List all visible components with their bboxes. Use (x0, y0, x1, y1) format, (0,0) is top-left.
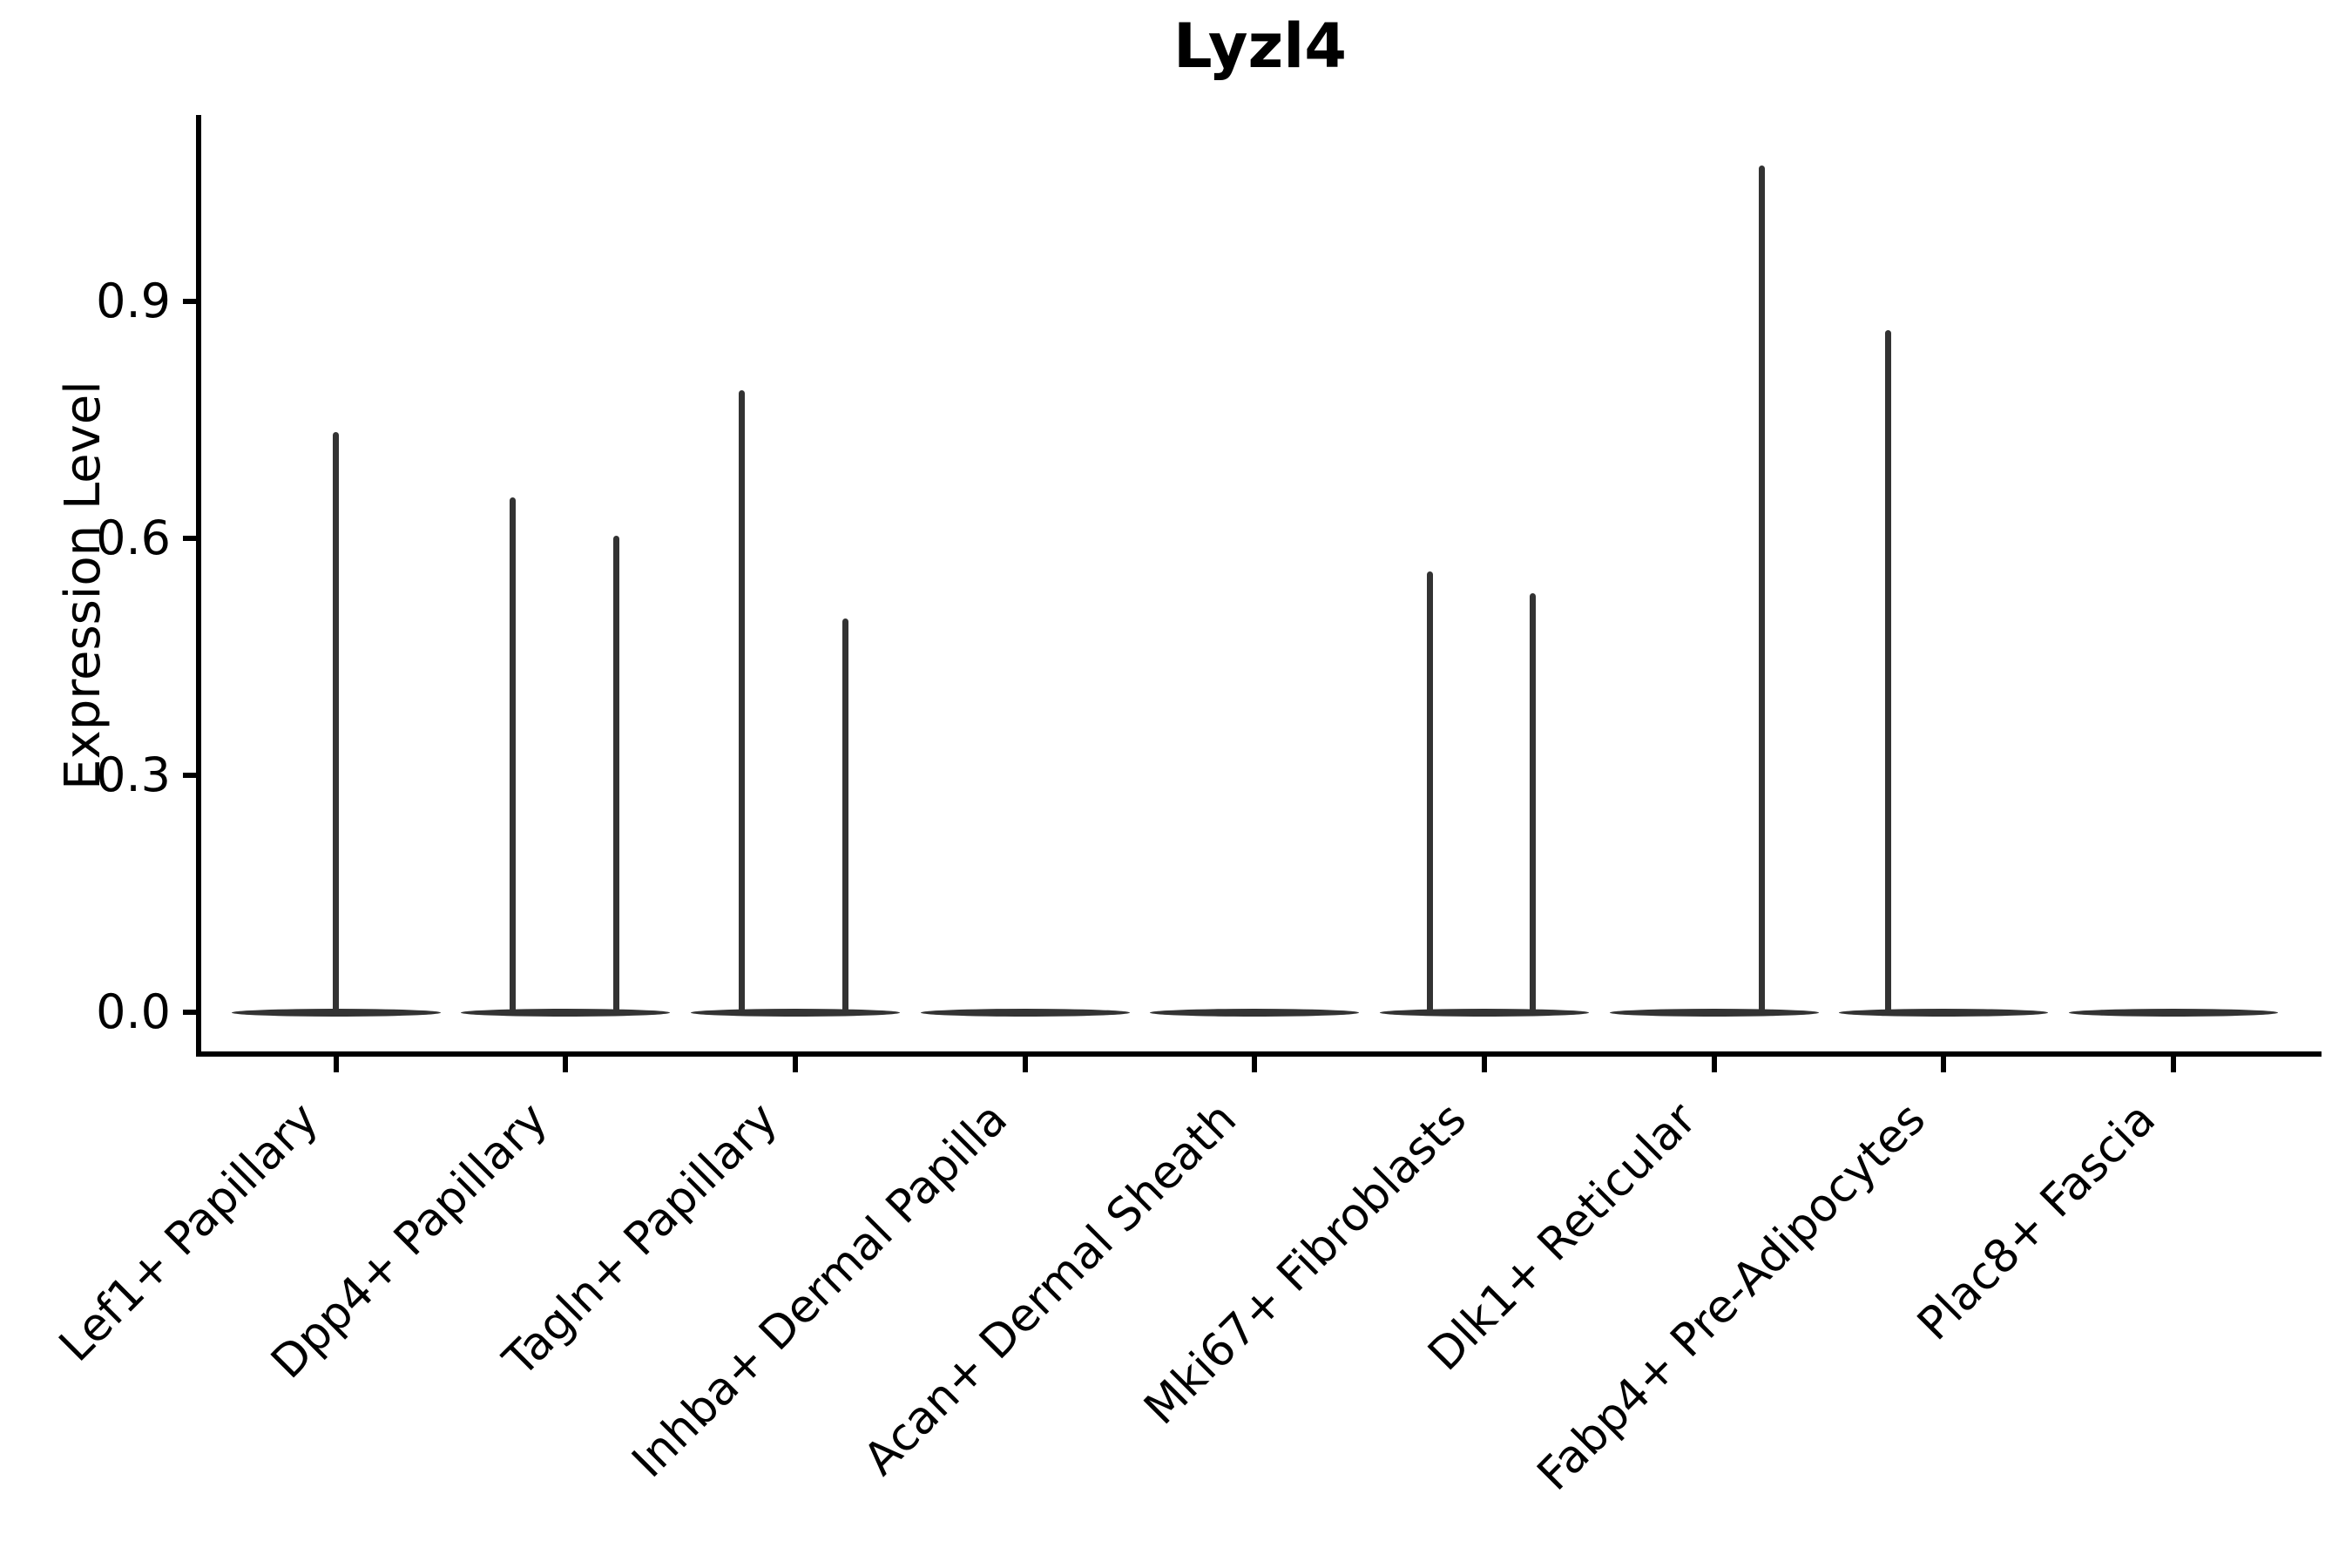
x-tick-label-4: Acan+ Dermal Sheath (854, 1092, 1247, 1486)
x-tick-label-5: Mki67+ Fibroblasts (1134, 1092, 1477, 1436)
violin-baseline (920, 1008, 1130, 1017)
y-tick-mark (183, 772, 199, 778)
y-tick-mark (183, 298, 199, 304)
x-tick-label-8: Plac8+ Fascia (1908, 1092, 2166, 1351)
violin-spike (333, 431, 339, 1016)
x-tick-label-6: Dlk1+ Reticular (1418, 1092, 1707, 1382)
violin-baseline (690, 1008, 900, 1017)
x-tick-mark (1941, 1057, 1947, 1072)
violin-spike (1759, 166, 1766, 1016)
violin-spike (1529, 592, 1536, 1016)
y-tick-label: 0.9 (96, 273, 171, 328)
y-tick-label: 0.3 (96, 747, 171, 802)
x-tick-label-2: Tagln+ Papillary (493, 1092, 787, 1387)
x-tick-label-7: Fabp4+ Pre-Adipocytes (1528, 1092, 1936, 1501)
violin-spike (739, 389, 746, 1016)
violin-spike (612, 536, 619, 1016)
y-axis-spine (196, 115, 201, 1057)
x-tick-mark (792, 1057, 798, 1072)
plot-title: Lyzl4 (1173, 10, 1347, 82)
x-tick-mark (1711, 1057, 1717, 1072)
x-tick-mark (1482, 1057, 1487, 1072)
x-tick-mark (333, 1057, 339, 1072)
y-tick-label: 0.0 (96, 984, 171, 1039)
x-tick-mark (1252, 1057, 1258, 1072)
x-axis-spine (196, 1051, 2322, 1057)
y-tick-mark (183, 535, 199, 541)
violin-baseline (1609, 1008, 1819, 1017)
violin-spike (509, 497, 516, 1016)
x-tick-label-1: Dpp4+ Papillary (261, 1092, 558, 1389)
violin-spike (842, 618, 849, 1016)
y-tick-label: 0.6 (96, 510, 171, 565)
y-axis-label: Expression Level (55, 381, 112, 790)
violin-spike (1426, 571, 1433, 1016)
violin-baseline (2069, 1008, 2279, 1017)
violin-spike (1884, 329, 1891, 1016)
violin-baseline (461, 1008, 671, 1017)
x-tick-mark (563, 1057, 569, 1072)
violin-baseline (1839, 1008, 2049, 1017)
x-tick-mark (1022, 1057, 1028, 1072)
x-tick-label-3: Inhba+ Dermal Papilla (622, 1092, 1017, 1489)
x-tick-mark (2171, 1057, 2177, 1072)
y-tick-mark (183, 1010, 199, 1015)
violin-baseline (1150, 1008, 1360, 1017)
violin-baseline (1380, 1008, 1589, 1017)
